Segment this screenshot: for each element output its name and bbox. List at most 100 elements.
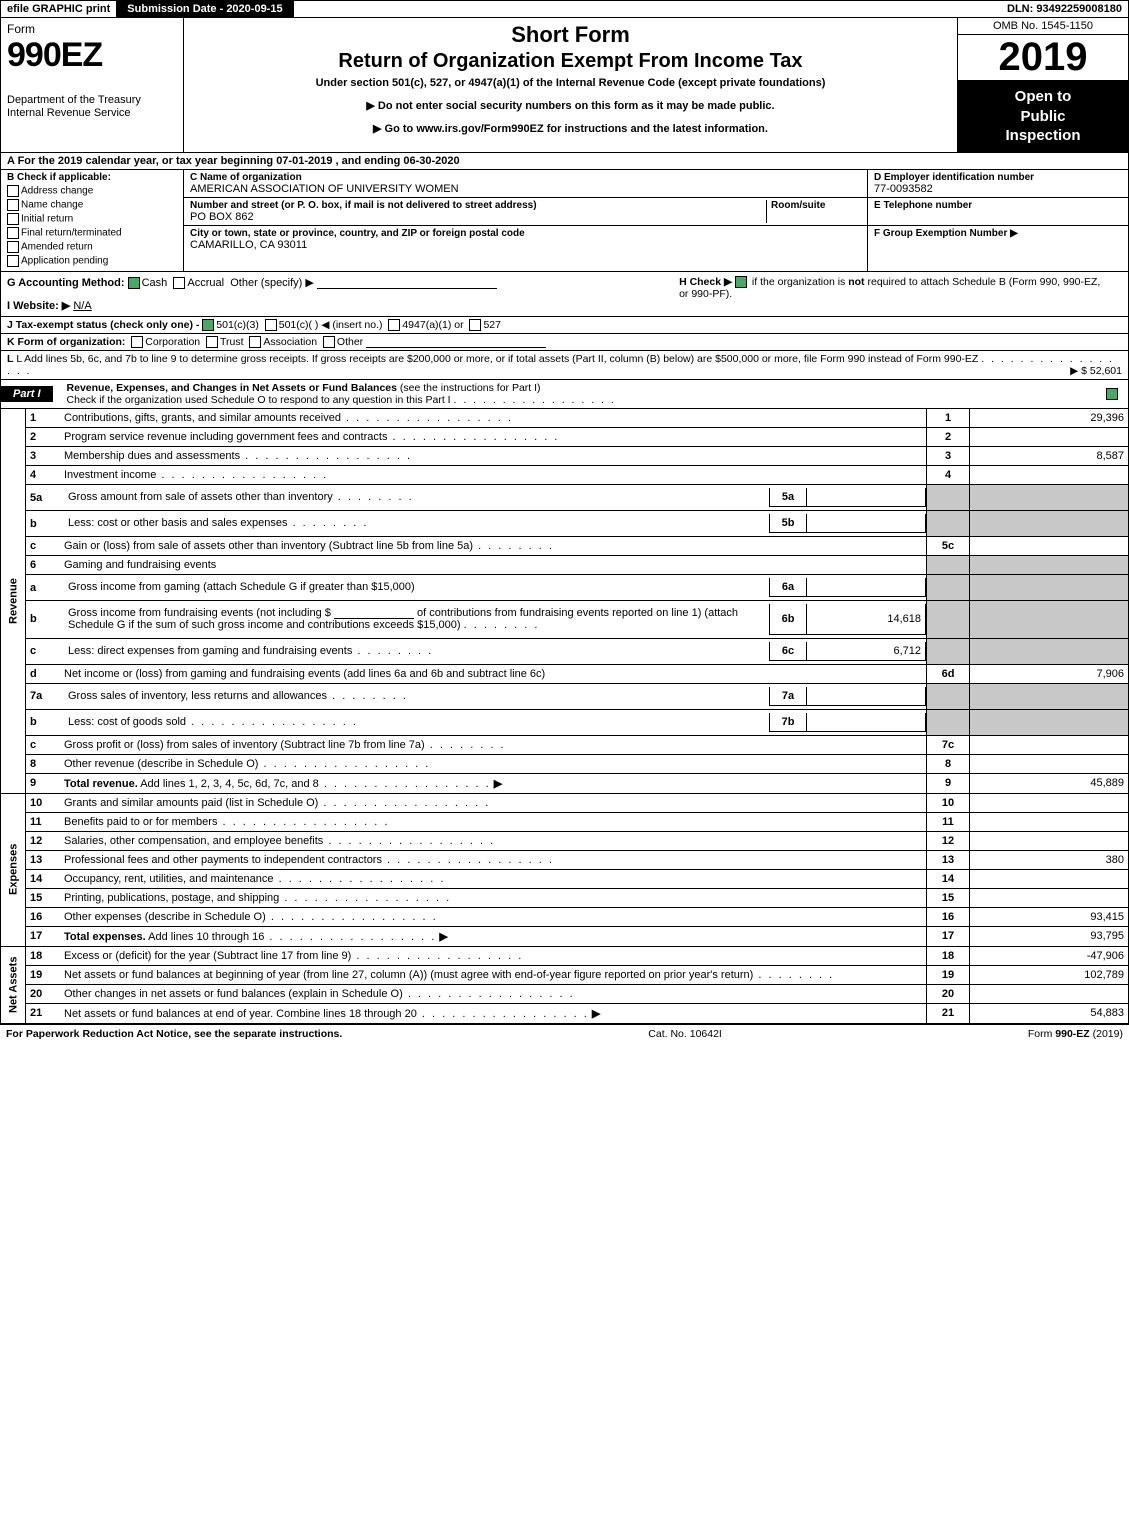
- line-11-value: [970, 812, 1129, 831]
- checkbox-other-org[interactable]: [323, 336, 335, 348]
- return-title: Return of Organization Exempt From Incom…: [194, 50, 947, 73]
- section-h: H Check ▶ if the organization is not req…: [679, 276, 1103, 300]
- checkbox-cash[interactable]: [128, 277, 140, 289]
- line-5c-value: [970, 537, 1129, 556]
- line-6c-minival: 6,712: [807, 642, 926, 661]
- header-center: Short Form Return of Organization Exempt…: [184, 18, 957, 152]
- efile-print-label[interactable]: efile GRAPHIC print: [1, 1, 117, 17]
- checkbox-schedule-b-not-required[interactable]: [735, 276, 747, 288]
- part-i-title: Revenue, Expenses, and Changes in Net As…: [67, 382, 397, 394]
- other-specify-input[interactable]: [317, 288, 497, 289]
- line-7c-value: [970, 735, 1129, 754]
- room-suite-label: Room/suite: [771, 200, 861, 211]
- line-12-value: [970, 831, 1129, 850]
- line-21-value: 54,883: [970, 1003, 1129, 1023]
- checkbox-trust[interactable]: [206, 336, 218, 348]
- revenue-section-label: Revenue: [1, 409, 26, 793]
- checkbox-accrual[interactable]: [173, 277, 185, 289]
- dln-label: DLN: 93492259008180: [1001, 1, 1128, 17]
- line-10-value: [970, 793, 1129, 812]
- section-b-header: B Check if applicable:: [7, 172, 177, 183]
- short-form-title: Short Form: [194, 22, 947, 48]
- line-15-value: [970, 888, 1129, 907]
- line-3-value: 8,587: [970, 447, 1129, 466]
- row-k-form-of-organization: K Form of organization: Corporation Trus…: [0, 334, 1129, 351]
- row-j-tax-exempt-status: J Tax-exempt status (check only one) - 5…: [0, 317, 1129, 334]
- telephone-value: [874, 211, 1122, 223]
- line-20-value: [970, 984, 1129, 1003]
- open-to-public-inspection: Open to Public Inspection: [958, 81, 1128, 152]
- city-state-zip: CAMARILLO, CA 93011: [190, 239, 861, 251]
- expenses-section-label: Expenses: [1, 793, 26, 946]
- internal-revenue-service: Internal Revenue Service: [7, 107, 177, 119]
- top-bar: efile GRAPHIC print Submission Date - 20…: [0, 0, 1129, 18]
- form-header: Form 990EZ Department of the Treasury In…: [0, 18, 1129, 153]
- header-right: OMB No. 1545-1150 2019 Open to Public In…: [957, 18, 1128, 152]
- paperwork-reduction-notice: For Paperwork Reduction Act Notice, see …: [6, 1028, 342, 1040]
- checkbox-amended-return[interactable]: Amended return: [7, 241, 177, 253]
- website-value: N/A: [73, 300, 91, 312]
- group-exemption-label: F Group Exemption Number ▶: [874, 228, 1122, 239]
- row-g-h: G Accounting Method: Cash Accrual Other …: [0, 271, 1129, 317]
- checkbox-name-change[interactable]: Name change: [7, 199, 177, 211]
- org-name-label: C Name of organization: [190, 172, 861, 183]
- line-1-value: 29,396: [970, 409, 1129, 428]
- line-7b-minival: [807, 713, 926, 732]
- line-17-value: 93,795: [970, 926, 1129, 946]
- line-2-value: [970, 428, 1129, 447]
- page-footer: For Paperwork Reduction Act Notice, see …: [0, 1024, 1129, 1043]
- line-16-value: 93,415: [970, 907, 1129, 926]
- under-section-text: Under section 501(c), 527, or 4947(a)(1)…: [194, 77, 947, 89]
- row-l-gross-receipts: L L Add lines 5b, 6c, and 7b to line 9 t…: [0, 351, 1129, 380]
- line-5b-minival: [807, 514, 926, 533]
- org-name: AMERICAN ASSOCIATION OF UNIVERSITY WOMEN: [190, 183, 861, 195]
- part-i-badge: Part I: [1, 386, 53, 402]
- info-grid: B Check if applicable: Address change Na…: [0, 170, 1129, 271]
- line-9-value: 45,889: [970, 773, 1129, 793]
- checkbox-association[interactable]: [249, 336, 261, 348]
- other-org-input[interactable]: [366, 347, 546, 348]
- goto-text[interactable]: ▶ Go to www.irs.gov/Form990EZ for instru…: [373, 123, 768, 135]
- checkbox-application-pending[interactable]: Application pending: [7, 255, 177, 267]
- line-6b-minival: 14,618: [807, 604, 926, 634]
- checkbox-final-return[interactable]: Final return/terminated: [7, 227, 177, 239]
- telephone-label: E Telephone number: [874, 200, 1122, 211]
- goto-link-line: ▶ Go to www.irs.gov/Form990EZ for instru…: [194, 122, 947, 135]
- part-i-header: Part I Revenue, Expenses, and Changes in…: [0, 380, 1129, 409]
- catalog-number: Cat. No. 10642I: [648, 1028, 722, 1040]
- section-b-checkboxes: B Check if applicable: Address change Na…: [1, 170, 184, 271]
- line-18-value: -47,906: [970, 946, 1129, 965]
- ein-value: 77-0093582: [874, 183, 1122, 195]
- part-i-lines-table: Revenue 1 Contributions, gifts, grants, …: [0, 409, 1129, 1024]
- net-assets-section-label: Net Assets: [1, 946, 26, 1023]
- checkbox-501c3[interactable]: [202, 319, 214, 331]
- omb-number: OMB No. 1545-1150: [958, 18, 1128, 35]
- checkbox-corporation[interactable]: [131, 336, 143, 348]
- street-label: Number and street (or P. O. box, if mail…: [190, 200, 766, 211]
- street-address: PO BOX 862: [190, 211, 766, 223]
- tax-period-line: A For the 2019 calendar year, or tax yea…: [0, 153, 1129, 170]
- checkbox-501c-other[interactable]: [265, 319, 277, 331]
- accounting-method-label: G Accounting Method:: [7, 277, 125, 289]
- line-8-value: [970, 754, 1129, 773]
- checkbox-address-change[interactable]: Address change: [7, 185, 177, 197]
- checkbox-schedule-o-used[interactable]: [1106, 388, 1118, 400]
- submission-date-badge: Submission Date - 2020-09-15: [117, 1, 293, 17]
- website-label: I Website: ▶: [7, 300, 70, 312]
- line-6a-minival: [807, 578, 926, 597]
- line-7a-minival: [807, 687, 926, 706]
- checkbox-527[interactable]: [469, 319, 481, 331]
- section-c-org-info: C Name of organization AMERICAN ASSOCIAT…: [184, 170, 868, 271]
- form-reference: Form 990-EZ (2019): [1028, 1028, 1123, 1040]
- header-left: Form 990EZ Department of the Treasury In…: [1, 18, 184, 152]
- department-treasury: Department of the Treasury: [7, 93, 177, 107]
- line-13-value: 380: [970, 850, 1129, 869]
- gross-receipts-amount: ▶ $ 52,601: [1070, 365, 1122, 377]
- line-14-value: [970, 869, 1129, 888]
- city-label: City or town, state or province, country…: [190, 228, 861, 239]
- line-5a-minival: [807, 488, 926, 507]
- part-i-subtext: Check if the organization used Schedule …: [67, 394, 451, 406]
- ssn-warning: ▶ Do not enter social security numbers o…: [194, 99, 947, 112]
- checkbox-4947a1[interactable]: [388, 319, 400, 331]
- checkbox-initial-return[interactable]: Initial return: [7, 213, 177, 225]
